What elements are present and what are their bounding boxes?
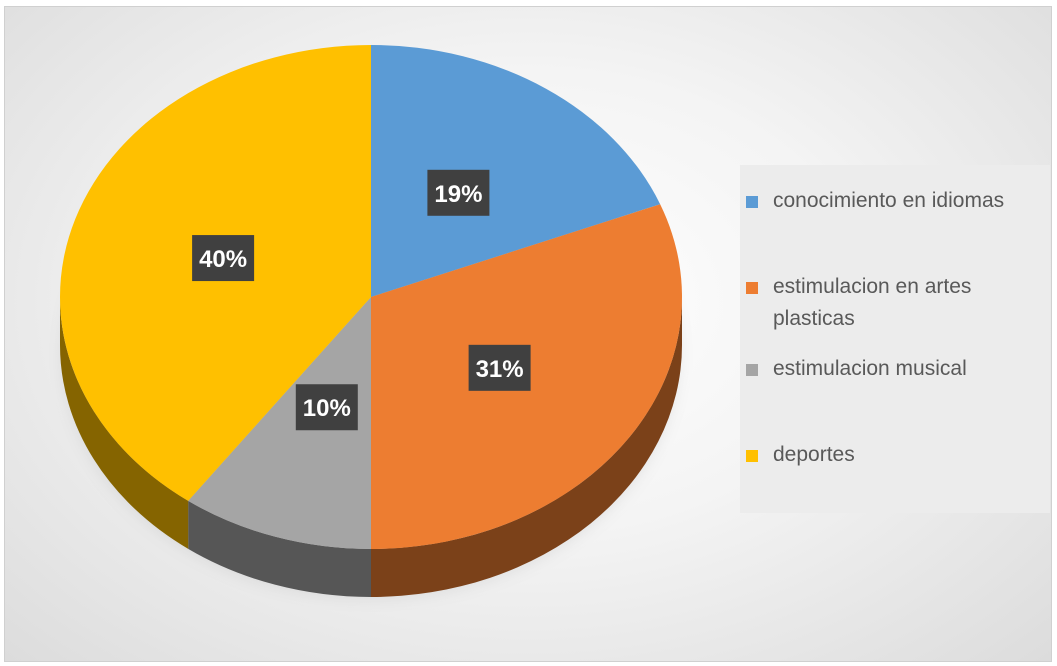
- data-label: 31%: [468, 344, 531, 391]
- pie-slice: [371, 45, 661, 297]
- data-label-box: [468, 344, 531, 391]
- data-label-text: 10%: [303, 395, 351, 422]
- data-label: 19%: [427, 169, 490, 216]
- pie-slice: [188, 297, 371, 549]
- pie-side: [371, 297, 682, 597]
- legend: conocimiento en idiomas estimulacion en …: [740, 165, 1050, 513]
- data-label-text: 31%: [476, 356, 524, 383]
- legend-label: estimulacion musical: [773, 357, 967, 380]
- pie-chart: 19% 31% 10% 40%: [60, 45, 682, 597]
- chart-area: 19% 31% 10% 40% conocimiento en idiomas est…: [4, 6, 1052, 662]
- legend-swatch: [746, 282, 758, 294]
- data-label-text: 40%: [199, 246, 247, 273]
- data-label-box: [427, 169, 490, 216]
- legend-label: conocimiento en idiomas: [773, 189, 1005, 212]
- pie-side: [60, 297, 189, 549]
- legend-swatch: [746, 196, 758, 208]
- legend-label: deportes: [773, 443, 855, 466]
- legend-swatch: [746, 364, 758, 376]
- data-label: 10%: [295, 384, 358, 431]
- data-label-box: [295, 384, 358, 431]
- legend-swatch: [746, 450, 758, 462]
- data-label-text: 19%: [434, 181, 482, 208]
- legend-label: estimulacion en artes plasticas: [773, 275, 972, 330]
- data-label-box: [192, 235, 255, 282]
- pie-side: [188, 500, 371, 597]
- data-label: 40%: [192, 235, 255, 282]
